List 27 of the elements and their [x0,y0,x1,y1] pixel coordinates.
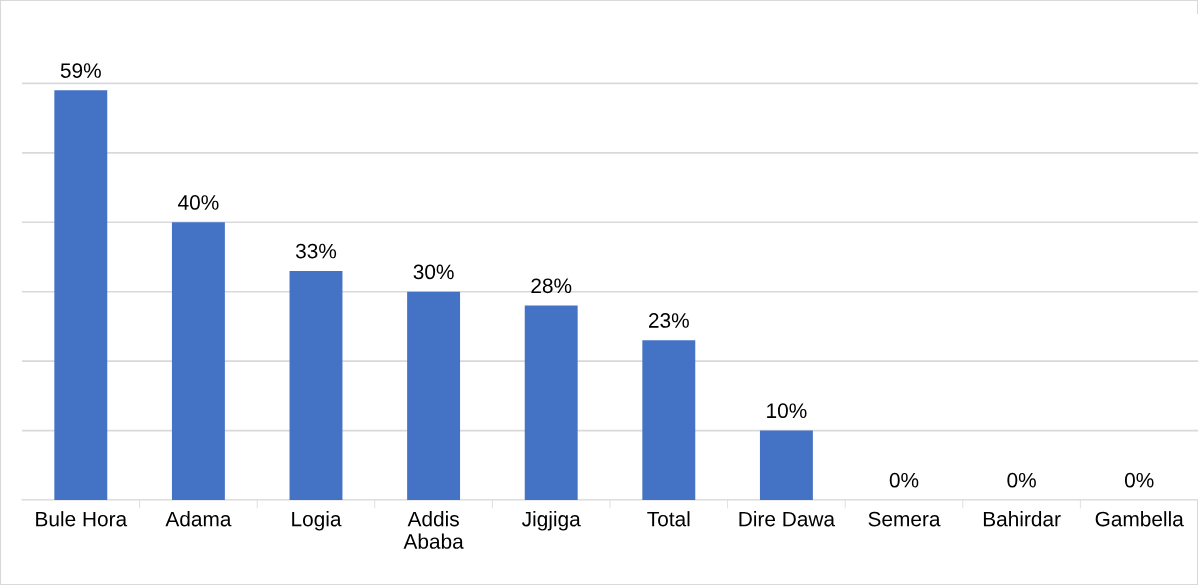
data-label: 10% [767,403,807,419]
x-tick-label: Dire Dawa [739,511,836,527]
data-label: 0% [1124,472,1154,488]
data-label: 40% [178,195,219,210]
bar [171,222,225,500]
x-tick-label: Adama [165,511,232,527]
x-tick-label: Jigjiga [522,511,581,531]
x-tick-label: Semera [868,511,941,527]
bar [642,340,696,500]
data-label: 0% [1007,472,1036,488]
bar [54,90,108,500]
data-label: 30% [413,264,454,280]
data-label: 28% [531,278,572,294]
data-label: 23% [649,313,689,328]
x-tick-label: Gambella [1095,511,1184,527]
bar [524,305,578,500]
x-tick-label: Bahirdar [983,511,1061,527]
x-tick-label: Total [647,511,690,527]
x-tick-label: Logia [292,511,342,531]
bar [407,291,461,500]
x-tick-label: Bule Hora [36,511,128,527]
bar [289,270,343,500]
data-label: 0% [889,472,919,488]
data-label: 59% [60,63,101,78]
bar [759,430,813,500]
x-tick-label: Addis Ababa [403,511,464,549]
data-label: 33% [295,243,337,259]
